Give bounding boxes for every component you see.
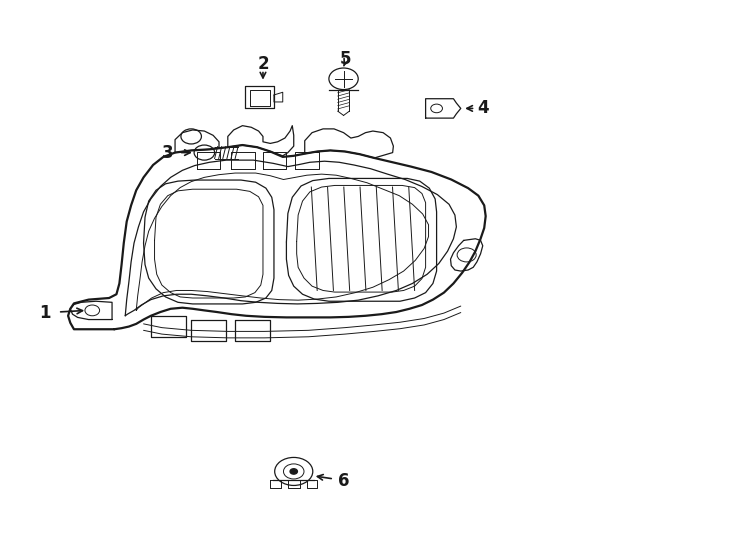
Text: 3: 3 (162, 144, 173, 161)
Text: 5: 5 (339, 50, 351, 68)
Text: 6: 6 (338, 472, 349, 490)
Text: 4: 4 (477, 99, 489, 117)
Text: 2: 2 (257, 55, 269, 73)
Text: 1: 1 (39, 304, 51, 322)
Circle shape (290, 469, 297, 474)
